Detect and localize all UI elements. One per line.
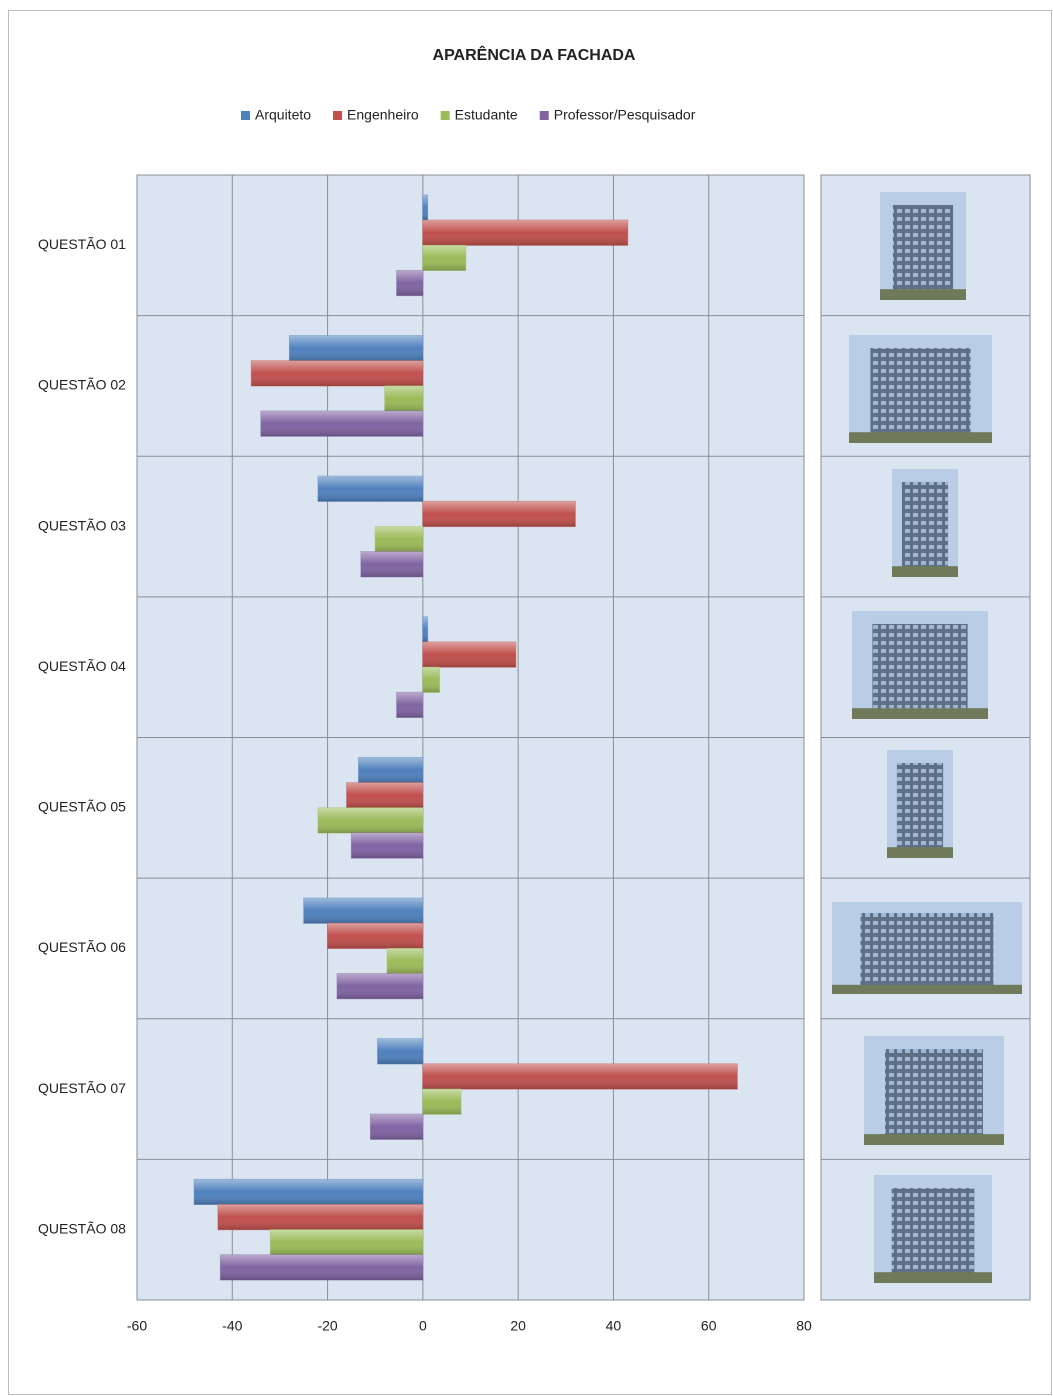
bar-shine — [384, 385, 423, 412]
building-photo-ground — [880, 289, 966, 300]
bar-shine — [422, 220, 628, 246]
bar-shine — [422, 642, 516, 668]
building-photo-facade — [870, 347, 971, 435]
bar-shine — [422, 1063, 738, 1090]
y-tick-label: QUESTÃO 05 — [38, 799, 126, 815]
bar-shine — [217, 1204, 423, 1230]
legend-label: Estudante — [455, 107, 518, 123]
building-photo-facade — [896, 762, 944, 850]
bar-shine — [358, 757, 423, 783]
bar-shine — [377, 1038, 423, 1064]
bar-shine — [422, 1089, 461, 1115]
building-photo-facade — [901, 481, 949, 569]
bar-shine — [327, 923, 423, 949]
building-photo-facade — [860, 913, 994, 987]
building-photo-facade — [891, 1187, 975, 1275]
building-photo-ground — [892, 566, 958, 577]
building-photo-ground — [849, 432, 992, 443]
legend-swatch — [539, 111, 549, 120]
x-tick-label: -40 — [222, 1318, 242, 1334]
chart-title: APARÊNCIA DA FACHADA — [433, 45, 636, 64]
bar-shine — [370, 1114, 423, 1140]
x-tick-label: 60 — [701, 1318, 717, 1334]
bar-shine — [422, 616, 428, 643]
y-tick-label: QUESTÃO 08 — [38, 1220, 126, 1236]
y-tick-label: QUESTÃO 02 — [38, 377, 126, 393]
bar-shine — [289, 335, 423, 361]
bar-shine — [260, 411, 423, 437]
legend-label: Engenheiro — [347, 107, 419, 123]
bar-shine — [303, 898, 423, 924]
y-tick-label: QUESTÃO 07 — [38, 1080, 126, 1096]
x-tick-label: 80 — [796, 1318, 812, 1334]
building-photo-facade — [892, 204, 954, 292]
building-photo-ground — [832, 984, 1022, 994]
bar-shine — [220, 1254, 423, 1280]
legend-swatch — [440, 111, 450, 120]
bar-shine — [337, 973, 423, 999]
bar-shine — [351, 832, 423, 859]
y-tick-label: QUESTÃO 06 — [38, 939, 126, 955]
legend-label: Arquiteto — [255, 107, 311, 123]
x-tick-label: 40 — [606, 1318, 622, 1334]
building-photo-facade — [885, 1049, 983, 1137]
y-tick-label: QUESTÃO 01 — [38, 236, 126, 252]
building-photo-ground — [852, 708, 988, 719]
bar-shine — [396, 692, 423, 718]
bar-shine — [318, 476, 423, 502]
bar-shine — [375, 526, 423, 552]
bar-shine — [396, 270, 423, 296]
x-tick-label: 0 — [419, 1318, 427, 1334]
bar-shine — [251, 360, 423, 386]
bar-shine — [422, 667, 440, 693]
x-tick-label: -60 — [127, 1318, 147, 1334]
bar-shine — [422, 195, 428, 221]
y-tick-label: QUESTÃO 04 — [38, 658, 126, 674]
bar-shine — [422, 245, 466, 271]
bar-shine — [387, 948, 423, 974]
building-photo-ground — [874, 1272, 992, 1283]
x-tick-label: 20 — [510, 1318, 526, 1334]
bar-shine — [318, 807, 423, 833]
legend: Arquiteto Engenheiro Estudante Professor/Pe… — [241, 107, 696, 123]
building-photo-ground — [887, 847, 953, 858]
bar-shine — [194, 1179, 423, 1205]
x-tick-label: -20 — [317, 1318, 337, 1334]
legend-swatch — [241, 111, 250, 120]
legend-swatch — [333, 111, 343, 120]
legend-label: Professor/Pesquisador — [554, 107, 696, 123]
building-photo-facade — [872, 623, 968, 711]
bar-shine — [422, 501, 576, 527]
building-photo-ground — [864, 1134, 1004, 1145]
bar-shine — [270, 1229, 423, 1255]
y-tick-label: QUESTÃO 03 — [38, 517, 126, 533]
bar-shine — [360, 551, 423, 577]
bar-shine — [346, 782, 423, 808]
